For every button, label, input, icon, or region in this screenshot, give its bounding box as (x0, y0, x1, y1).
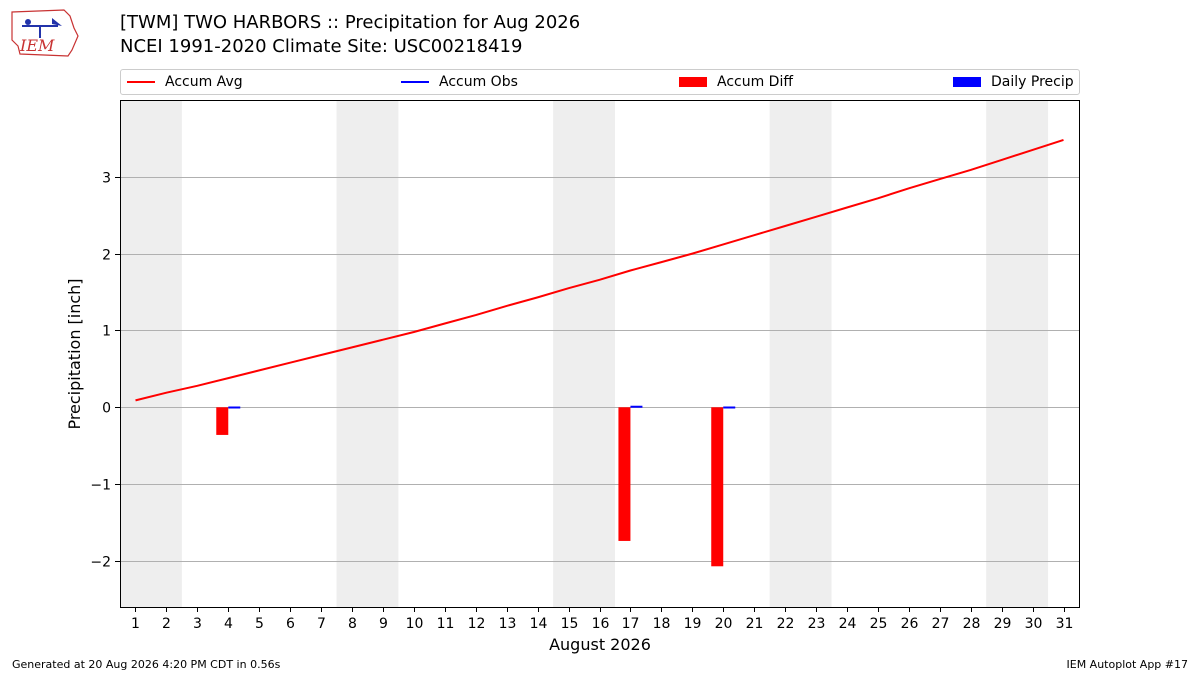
x-tick-label: 28 (963, 616, 981, 632)
x-tick-label: 3 (193, 616, 202, 632)
weekend-band (120, 100, 182, 607)
x-tick-label: 4 (224, 616, 233, 632)
legend-swatch (953, 77, 981, 87)
x-tick-label: 31 (1056, 616, 1074, 632)
x-axis-label: August 2026 (549, 635, 651, 654)
weekend-band (769, 100, 832, 607)
x-tick-label: 19 (684, 616, 702, 632)
x-tick-label: 11 (437, 616, 455, 632)
accum-diff-bar (216, 407, 229, 435)
y-tick-label: 0 (102, 401, 111, 417)
line-marks (135, 138, 1064, 402)
accum-diff-bar (711, 407, 724, 567)
legend-item-accum-obs: Accum Obs (401, 70, 518, 94)
y-tick-label: 3 (102, 171, 111, 187)
weekend-band (553, 100, 615, 607)
x-tick-label: 18 (653, 616, 671, 632)
x-tick-label: 26 (901, 616, 919, 632)
y-tick-label: −2 (90, 555, 111, 571)
legend-label: Accum Obs (439, 74, 518, 90)
grid-lines (120, 177, 1079, 562)
legend: Accum Avg Accum Obs Accum Diff Daily Pre… (120, 69, 1080, 95)
weekend-band (986, 100, 1049, 607)
x-tick-label: 23 (808, 616, 826, 632)
x-tick-label: 6 (286, 616, 295, 632)
daily-precip-bar (228, 406, 241, 409)
weekend-band (336, 100, 399, 607)
legend-swatch (679, 77, 707, 87)
weekend-shading (120, 100, 1049, 607)
legend-item-accum-diff: Accum Diff (679, 70, 793, 94)
x-tick-label: 16 (592, 616, 610, 632)
x-axis-ticks: 1 2 3 4 5 6 7 8 9 10 11 12 13 14 15 16 17 18 19 20 21 22 23 24 2… (131, 607, 1073, 632)
x-tick-label: 14 (530, 616, 548, 632)
x-tick-label: 7 (317, 616, 326, 632)
x-tick-label: 2 (162, 616, 171, 632)
x-tick-label: 5 (255, 616, 264, 632)
daily-precip-bar (723, 406, 736, 409)
x-tick-label: 15 (561, 616, 579, 632)
accum-diff-bar (618, 407, 631, 541)
x-tick-label: 30 (1025, 616, 1043, 632)
daily-precip-bar (630, 405, 643, 408)
chart-subtitle: NCEI 1991-2020 Climate Site: USC00218419 (120, 36, 523, 57)
x-tick-label: 13 (499, 616, 517, 632)
legend-label: Daily Precip (991, 74, 1074, 90)
y-tick-label: 2 (102, 248, 111, 264)
x-tick-label: 20 (715, 616, 733, 632)
chart-title: [TWM] TWO HARBORS :: Precipitation for A… (120, 12, 581, 33)
x-tick-label: 1 (131, 616, 140, 632)
legend-item-accum-avg: Accum Avg (127, 70, 243, 94)
x-tick-label: 25 (870, 616, 888, 632)
y-tick-label: −1 (90, 478, 111, 494)
x-tick-label: 17 (622, 616, 640, 632)
bar-marks (216, 405, 736, 567)
x-tick-label: 21 (746, 616, 764, 632)
svg-text:IEM: IEM (19, 36, 55, 55)
y-axis-label: Precipitation [inch] (65, 278, 84, 429)
x-tick-label: 12 (468, 616, 486, 632)
accum-avg-line (135, 138, 1064, 402)
x-tick-label: 22 (777, 616, 795, 632)
x-tick-label: 27 (932, 616, 950, 632)
legend-item-daily-precip: Daily Precip (953, 70, 1074, 94)
legend-label: Accum Avg (165, 74, 243, 90)
x-tick-label: 24 (839, 616, 857, 632)
y-tick-label: 1 (102, 324, 111, 340)
x-tick-label: 10 (406, 616, 424, 632)
generated-timestamp: Generated at 20 Aug 2026 4:20 PM CDT in … (12, 658, 281, 671)
x-tick-label: 29 (994, 616, 1012, 632)
y-axis-ticks: −2 −1 0 1 2 3 (90, 171, 120, 571)
x-tick-label: 8 (348, 616, 357, 632)
legend-swatch (401, 81, 429, 83)
legend-swatch (127, 81, 155, 83)
app-credit: IEM Autoplot App #17 (1066, 658, 1189, 671)
legend-label: Accum Diff (717, 74, 794, 90)
iem-logo: IEM (8, 6, 80, 58)
x-tick-label: 9 (379, 616, 388, 632)
